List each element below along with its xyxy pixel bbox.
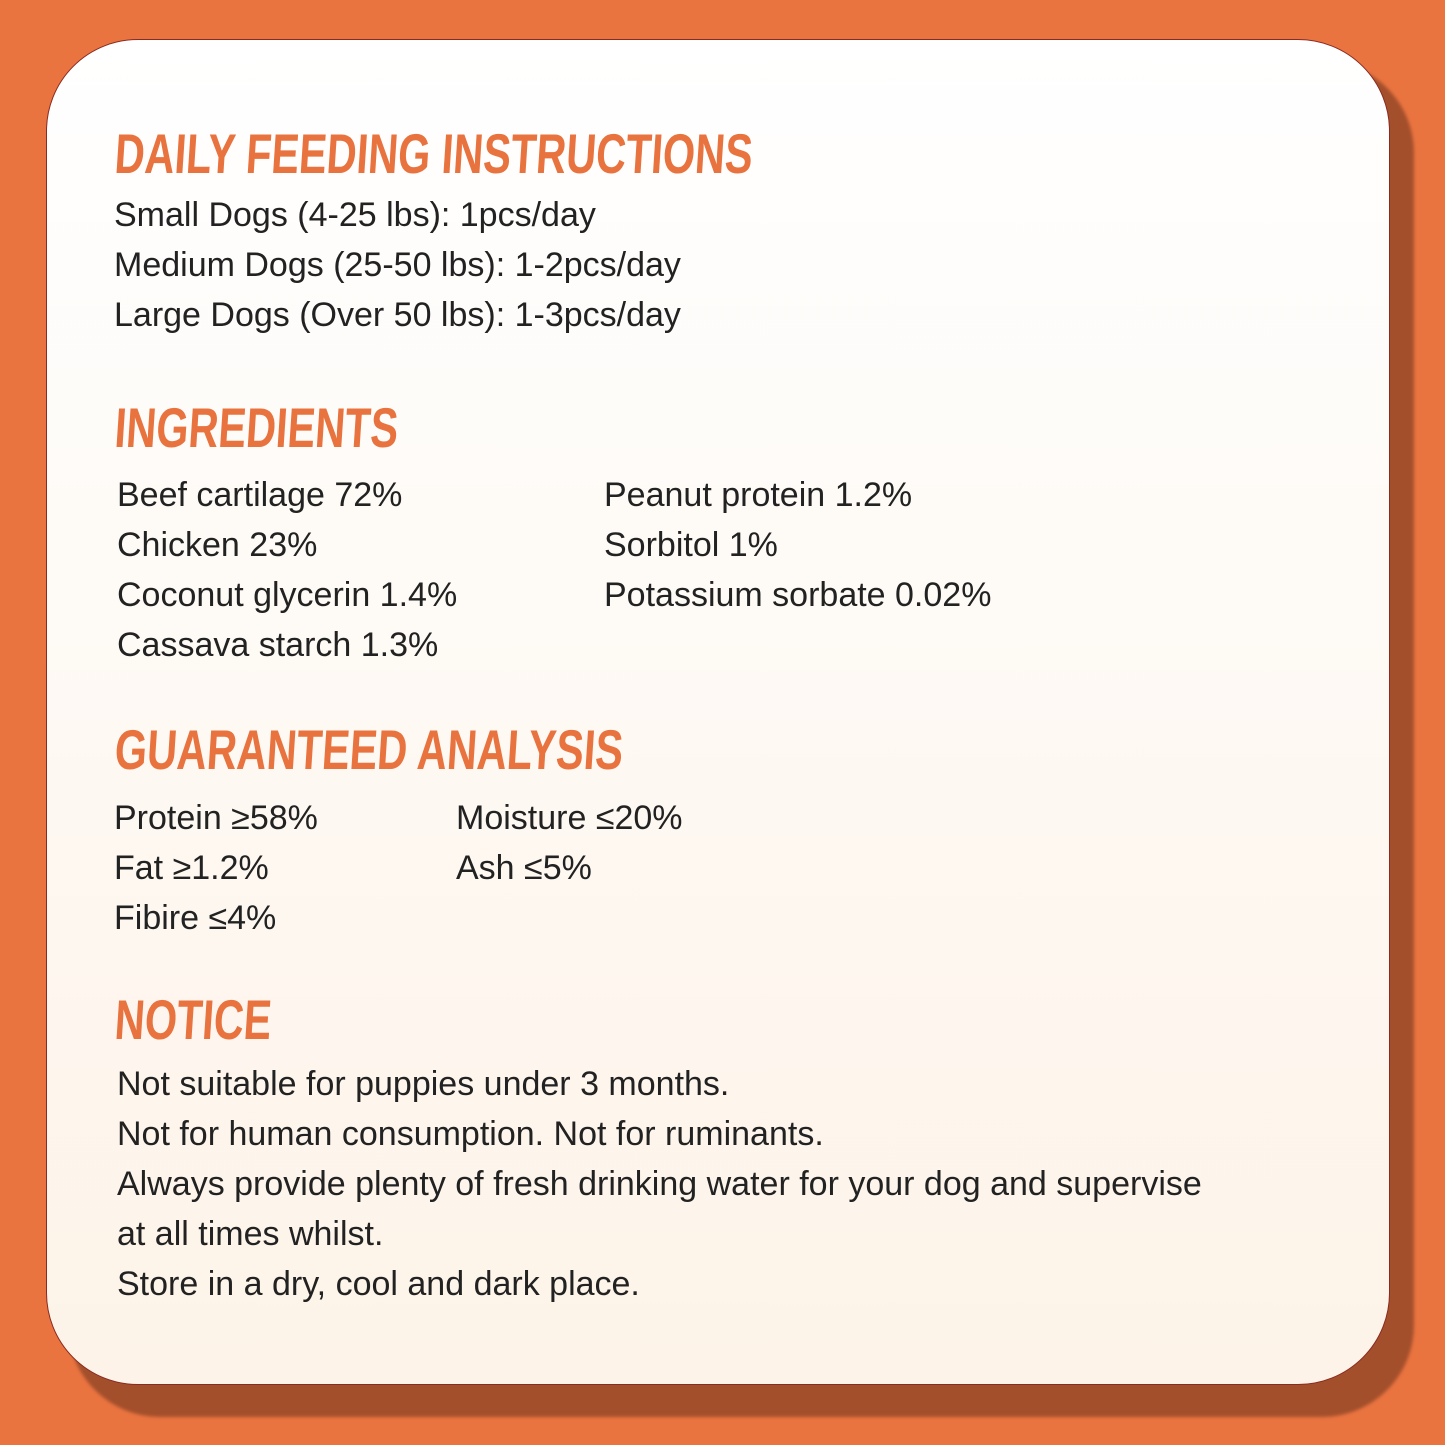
ingredient-item: Peanut protein 1.2%: [604, 476, 913, 514]
analysis-item: Fibire ≤4%: [114, 899, 277, 937]
ingredients-heading: INGREDIENTS: [112, 396, 401, 459]
feeding-line: Small Dogs (4-25 lbs): 1pcs/day: [114, 196, 596, 234]
ingredient-item: Coconut glycerin 1.4%: [117, 576, 458, 614]
analysis-heading: GUARANTEED ANALYSIS: [112, 718, 626, 781]
info-card: [46, 39, 1390, 1385]
ingredient-item: Sorbitol 1%: [604, 526, 778, 564]
analysis-item: Moisture ≤20%: [456, 799, 683, 837]
notice-line: Store in a dry, cool and dark place.: [117, 1265, 640, 1303]
notice-line: Always provide plenty of fresh drinking …: [117, 1165, 1202, 1203]
ingredient-item: Cassava starch 1.3%: [117, 626, 439, 664]
feeding-line: Medium Dogs (25-50 lbs): 1-2pcs/day: [114, 246, 681, 284]
ingredient-item: Beef cartilage 72%: [117, 476, 403, 514]
analysis-item: Ash ≤5%: [456, 849, 592, 887]
notice-line: at all times whilst.: [117, 1215, 384, 1253]
notice-heading: NOTICE: [112, 988, 274, 1051]
analysis-item: Fat ≥1.2%: [114, 849, 269, 887]
feeding-heading: DAILY FEEDING INSTRUCTIONS: [112, 122, 755, 185]
notice-line: Not suitable for puppies under 3 months.: [117, 1065, 730, 1103]
analysis-item: Protein ≥58%: [114, 799, 318, 837]
notice-line: Not for human consumption. Not for rumin…: [117, 1115, 824, 1153]
ingredient-item: Chicken 23%: [117, 526, 318, 564]
feeding-line: Large Dogs (Over 50 lbs): 1-3pcs/day: [114, 296, 681, 334]
ingredient-item: Potassium sorbate 0.02%: [604, 576, 992, 614]
